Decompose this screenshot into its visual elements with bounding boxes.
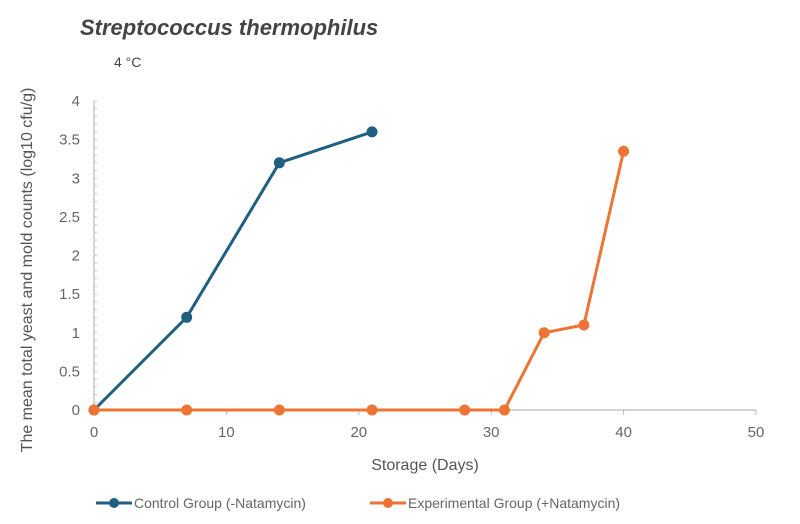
data-point-1 <box>538 327 550 339</box>
y-tick-label: 0 <box>72 402 80 419</box>
y-tick-label: 4 <box>72 93 80 110</box>
data-point-0 <box>366 126 378 138</box>
y-tick-label: 3.5 <box>59 132 80 149</box>
data-point-1 <box>459 404 471 416</box>
data-point-1 <box>578 319 590 331</box>
data-point-1 <box>273 404 285 416</box>
x-tick-label: 50 <box>748 424 765 441</box>
x-tick-label: 10 <box>218 424 235 441</box>
data-point-1 <box>88 404 100 416</box>
x-tick-label: 20 <box>350 424 367 441</box>
x-tick-label: 40 <box>615 424 632 441</box>
x-axis-label: Storage (Days) <box>371 457 479 474</box>
data-point-1 <box>618 145 630 157</box>
legend-marker-1 <box>383 498 393 508</box>
legend-label-0: Control Group (-Natamycin) <box>134 495 306 511</box>
y-tick-label: 0.5 <box>59 363 80 380</box>
legend-label-1: Experimental Group (+Natamycin) <box>408 495 620 511</box>
x-tick-label: 30 <box>483 424 500 441</box>
y-tick-label: 2.5 <box>59 209 80 226</box>
y-tick-label: 1.5 <box>59 286 80 303</box>
series-line-0 <box>92 130 373 412</box>
data-point-0 <box>181 311 193 323</box>
chart-subtitle: 4 °C <box>114 54 141 70</box>
series-line-1 <box>94 150 626 412</box>
data-point-1 <box>181 404 193 416</box>
chart-title: Streptococcus thermophilus <box>80 15 378 40</box>
data-point-1 <box>498 404 510 416</box>
y-tick-label: 2 <box>72 248 80 265</box>
y-tick-label: 1 <box>72 325 80 342</box>
legend-marker-0 <box>109 498 119 508</box>
y-axis-label: The mean total yeast and mold counts (lo… <box>19 88 36 453</box>
x-tick-label: 0 <box>90 424 98 441</box>
data-point-1 <box>366 404 378 416</box>
y-tick-label: 3 <box>72 170 80 187</box>
data-point-0 <box>273 157 285 169</box>
